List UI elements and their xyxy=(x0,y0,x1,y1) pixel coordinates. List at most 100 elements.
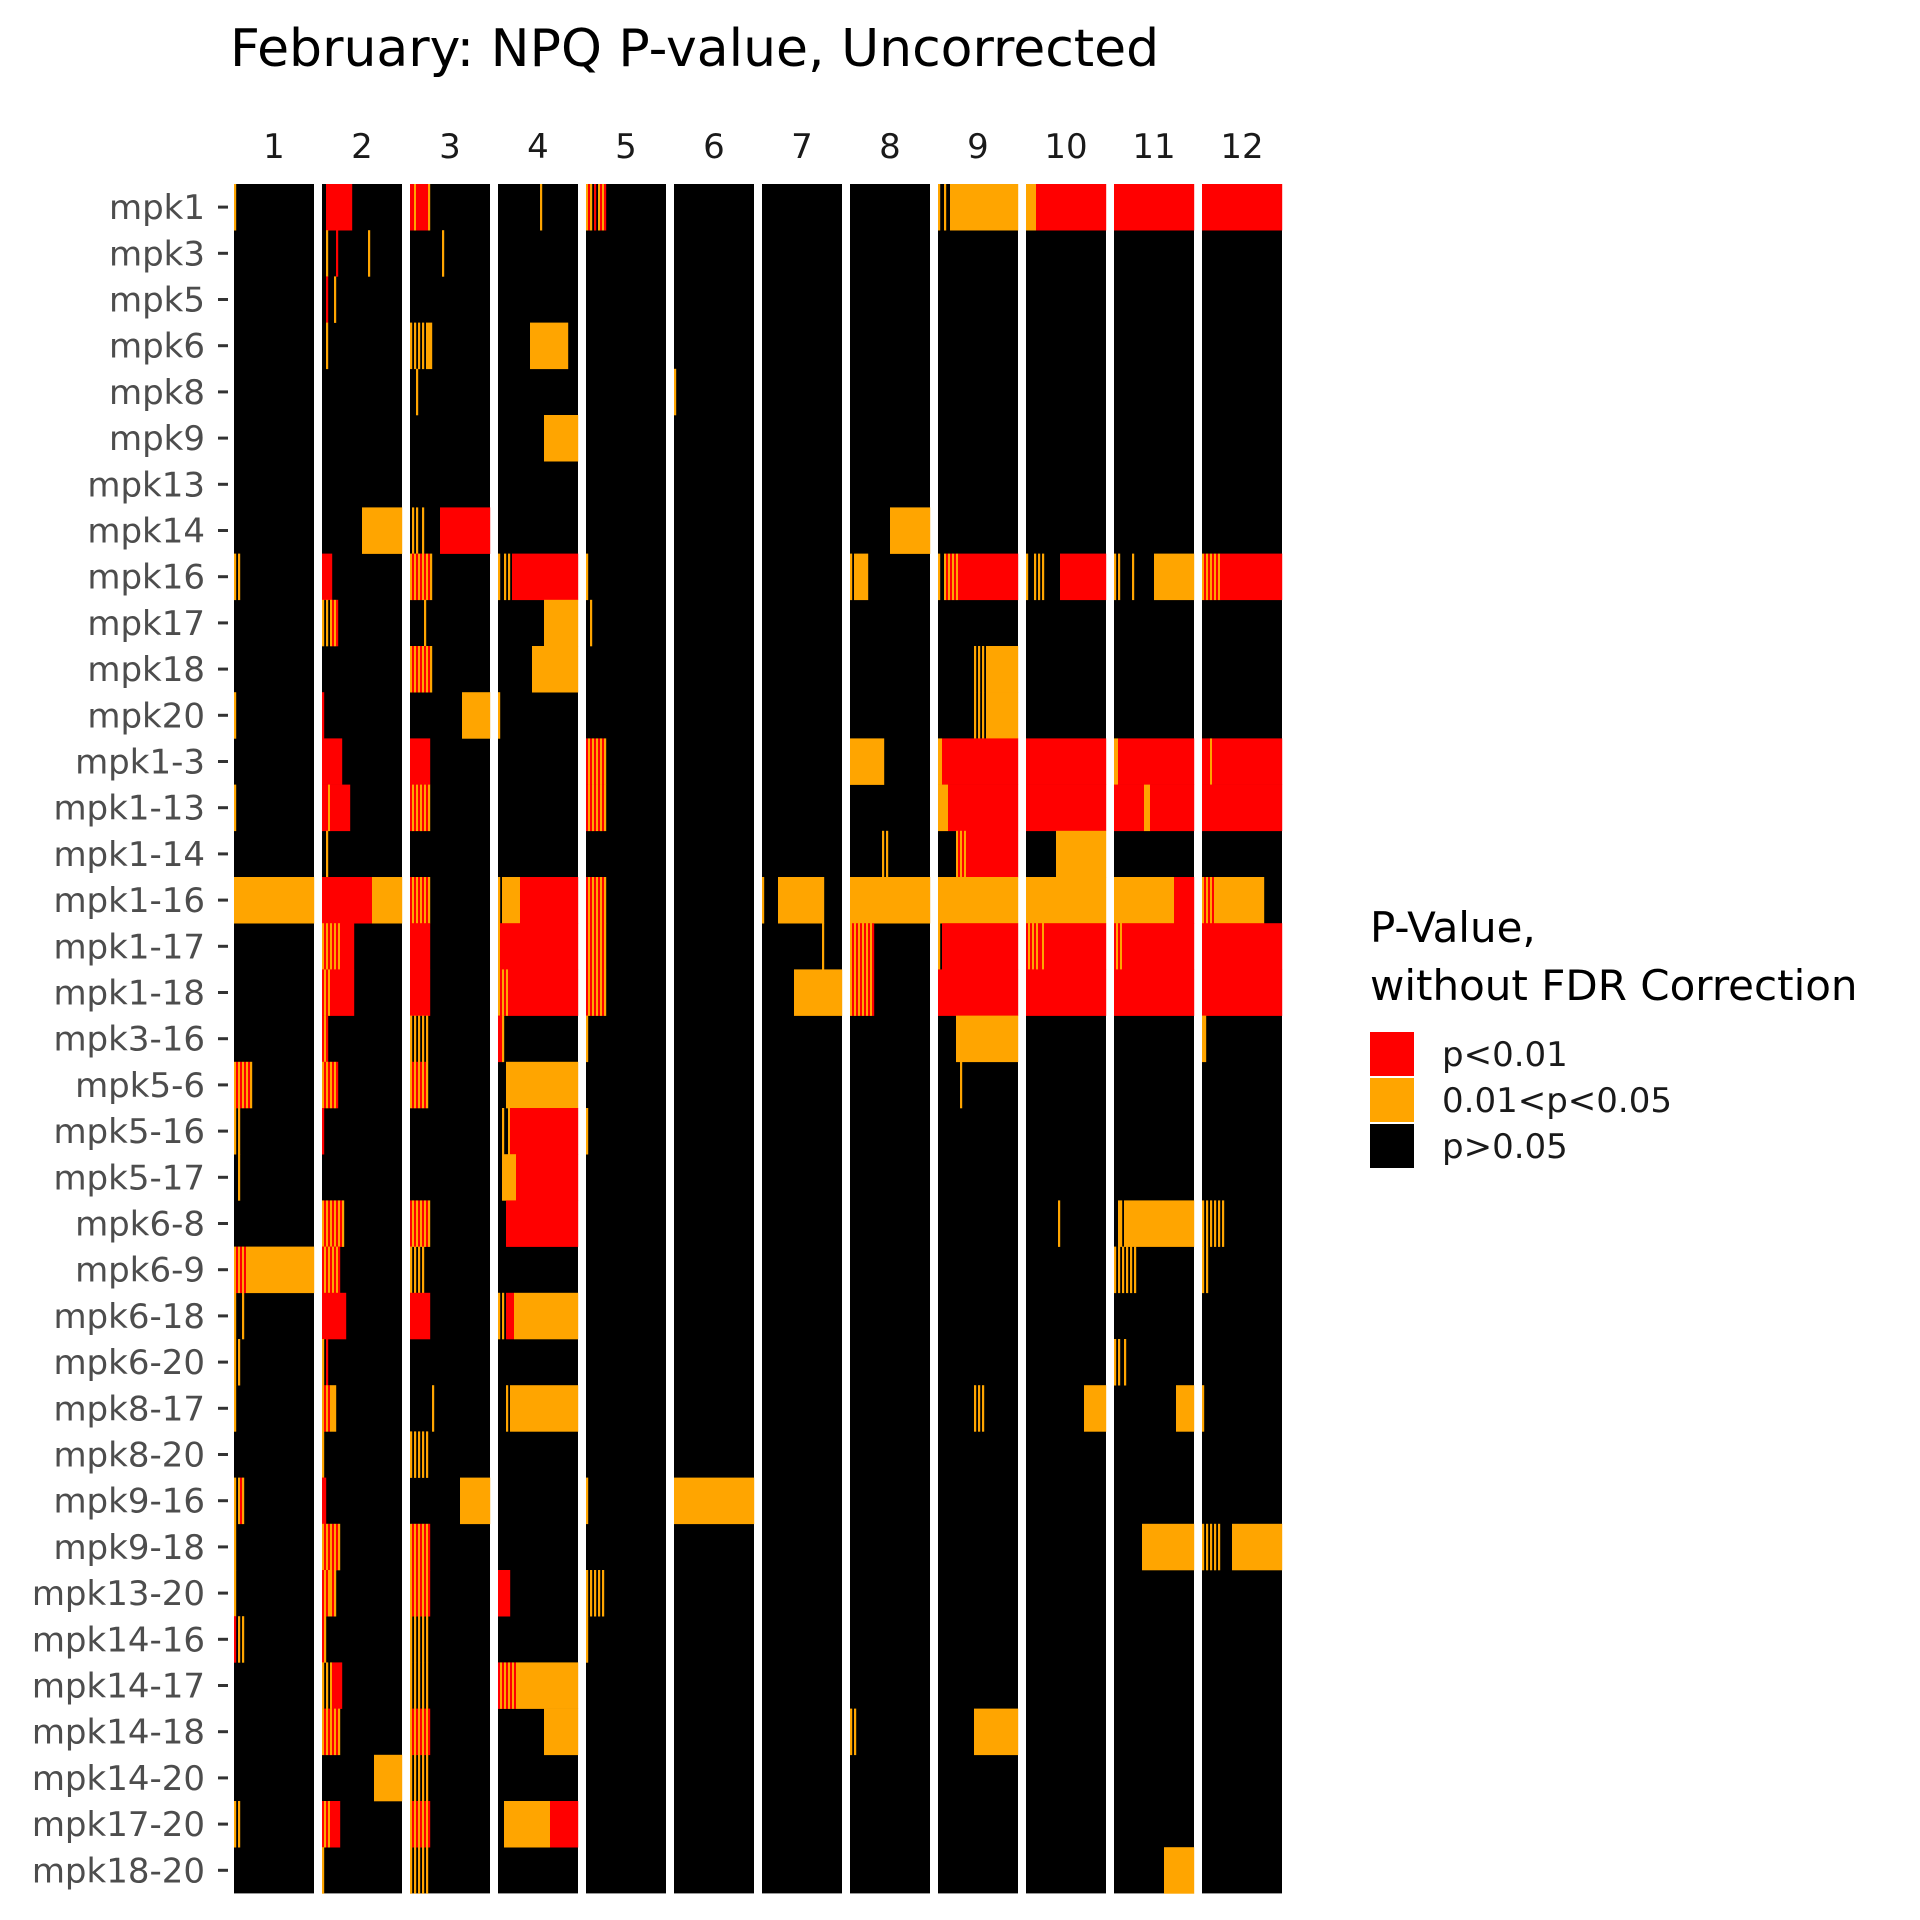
cell-mpk14-20-3 xyxy=(426,1754,429,1802)
legend-swatch-0 xyxy=(1370,1124,1414,1168)
cell-mpk6-8-2 xyxy=(336,1200,339,1247)
cell-mpk1-18-8 xyxy=(856,969,859,1016)
cell-mpk1-17-8 xyxy=(868,923,871,970)
cell-mpk9-16-1 xyxy=(242,1477,245,1525)
cell-mpk6-8-3 xyxy=(416,1200,419,1247)
cell-mpk1-17-5 xyxy=(592,923,595,970)
cell-mpk5-6-1 xyxy=(238,1061,241,1109)
cell-mpk14-3 xyxy=(412,507,415,554)
cell-mpk1-14-9 xyxy=(962,830,965,878)
cell-mpk16-3 xyxy=(416,553,419,601)
cell-mpk9-16-2 xyxy=(322,1477,327,1525)
cell-mpk3-2 xyxy=(326,230,329,277)
cell-mpk16-11 xyxy=(1114,553,1117,601)
cell-mpk13-20-2 xyxy=(326,1570,329,1617)
cell-mpk1-4 xyxy=(540,184,543,231)
cell-mpk1-18-5 xyxy=(598,969,601,1016)
cell-mpk1-3-9 xyxy=(938,738,943,785)
cell-mpk1-3-5 xyxy=(604,738,607,785)
cell-mpk9-18-2 xyxy=(336,1523,339,1571)
cell-mpk1-18-8 xyxy=(858,969,861,1016)
cell-mpk1-3-5 xyxy=(598,738,601,785)
cell-mpk5-6-1 xyxy=(250,1061,253,1109)
cell-mpk5-16-5 xyxy=(586,1108,589,1155)
cell-mpk6-8-2 xyxy=(334,1200,337,1247)
cell-mpk16-10 xyxy=(1038,553,1041,601)
cell-mpk3-16-2 xyxy=(324,1015,327,1063)
cell-mpk17-2 xyxy=(330,599,333,647)
cell-mpk16-4 xyxy=(498,553,501,601)
panel-6 xyxy=(674,184,755,1894)
cell-mpk16-12 xyxy=(1204,553,1207,601)
cell-mpk1-16-11 xyxy=(1174,877,1195,924)
cell-mpk6-8-2 xyxy=(330,1200,333,1247)
cell-mpk14-17-3 xyxy=(414,1662,417,1709)
cell-mpk5-6-3 xyxy=(414,1061,417,1109)
cell-mpk5-16-4 xyxy=(502,1108,505,1155)
cell-mpk13-20-3 xyxy=(424,1570,427,1617)
cell-mpk6-9-11 xyxy=(1114,1246,1117,1294)
panel-10 xyxy=(1026,184,1107,1894)
cell-mpk14-16-5 xyxy=(586,1616,589,1663)
cell-mpk5-6-2 xyxy=(332,1061,335,1109)
cell-mpk3-16-3 xyxy=(414,1015,417,1063)
cell-mpk14-16-2 xyxy=(324,1616,327,1663)
cell-mpk14-18-2 xyxy=(322,1708,325,1756)
cell-mpk6-8-12 xyxy=(1206,1200,1209,1247)
cell-mpk17-20-3 xyxy=(426,1801,429,1848)
cell-mpk1-18-4 xyxy=(504,969,507,1016)
cell-mpk16-3 xyxy=(430,553,433,601)
cell-mpk1-18-11 xyxy=(1114,969,1195,1016)
cell-mpk1-17-5 xyxy=(590,923,593,970)
row-label-mpk9-18: mpk9-18 xyxy=(53,1528,205,1568)
cell-mpk8-17-10 xyxy=(1084,1385,1107,1432)
row-label-mpk6: mpk6 xyxy=(109,327,205,367)
cell-mpk14-8 xyxy=(890,507,931,554)
row-label-mpk13: mpk13 xyxy=(87,465,205,505)
cell-mpk6-8-12 xyxy=(1202,1200,1205,1247)
cell-mpk17-20-2 xyxy=(328,1801,331,1848)
cell-mpk1-13-5 xyxy=(600,784,603,832)
cell-mpk9-18-12 xyxy=(1202,1523,1205,1571)
cell-mpk1-3-12 xyxy=(1212,738,1283,785)
cell-mpk1-18-2 xyxy=(328,969,331,1016)
cell-mpk14-18-4 xyxy=(544,1708,579,1756)
row-label-mpk3-16: mpk3-16 xyxy=(53,1020,205,1060)
cell-mpk16-10 xyxy=(1034,553,1037,601)
cell-mpk18-20-11 xyxy=(1164,1847,1195,1894)
cell-mpk6-18-4 xyxy=(498,1292,501,1340)
cell-mpk16-11 xyxy=(1154,553,1195,601)
cell-mpk1-13-5 xyxy=(592,784,595,832)
cell-mpk13-20-3 xyxy=(422,1570,425,1617)
cell-mpk1-16-3 xyxy=(426,877,429,924)
cell-mpk5-16-1 xyxy=(234,1108,237,1155)
facet-label-12: 12 xyxy=(1220,127,1263,167)
cell-mpk1-17-2 xyxy=(332,923,335,970)
cell-mpk3-16-3 xyxy=(422,1015,425,1063)
cell-mpk1-17-5 xyxy=(600,923,603,970)
cell-mpk14-20-3 xyxy=(414,1754,417,1802)
cell-mpk3-16-4 xyxy=(498,1015,503,1063)
cell-mpk16-10 xyxy=(1026,553,1029,601)
cell-mpk1-18-8 xyxy=(854,969,857,1016)
cell-mpk16-9 xyxy=(948,553,951,601)
cell-mpk17-2 xyxy=(336,599,339,647)
cell-mpk18-9 xyxy=(978,646,981,693)
row-label-mpk14: mpk14 xyxy=(87,512,205,552)
chart-title: February: NPQ P-value, Uncorrected xyxy=(230,19,1159,79)
cell-mpk1-3-8 xyxy=(850,738,885,785)
cell-mpk1-13-5 xyxy=(598,784,601,832)
legend: P-Value, without FDR Correction p<0.01 0.… xyxy=(1370,903,1858,1168)
cell-mpk1-17-8 xyxy=(862,923,865,970)
cell-mpk18-20-2 xyxy=(322,1847,325,1894)
panel-3 xyxy=(410,184,491,1894)
cell-mpk1-10 xyxy=(1026,184,1037,231)
cell-mpk9-16-1 xyxy=(240,1477,243,1525)
cell-mpk1-3 xyxy=(410,184,415,231)
cell-mpk1-16-12 xyxy=(1214,877,1265,924)
cell-mpk14-17-2 xyxy=(330,1662,333,1709)
cell-mpk1-17-8 xyxy=(870,923,873,970)
cell-mpk16-9 xyxy=(956,553,959,601)
cell-mpk18-3 xyxy=(416,646,419,693)
cell-mpk1-18-5 xyxy=(600,969,603,1016)
